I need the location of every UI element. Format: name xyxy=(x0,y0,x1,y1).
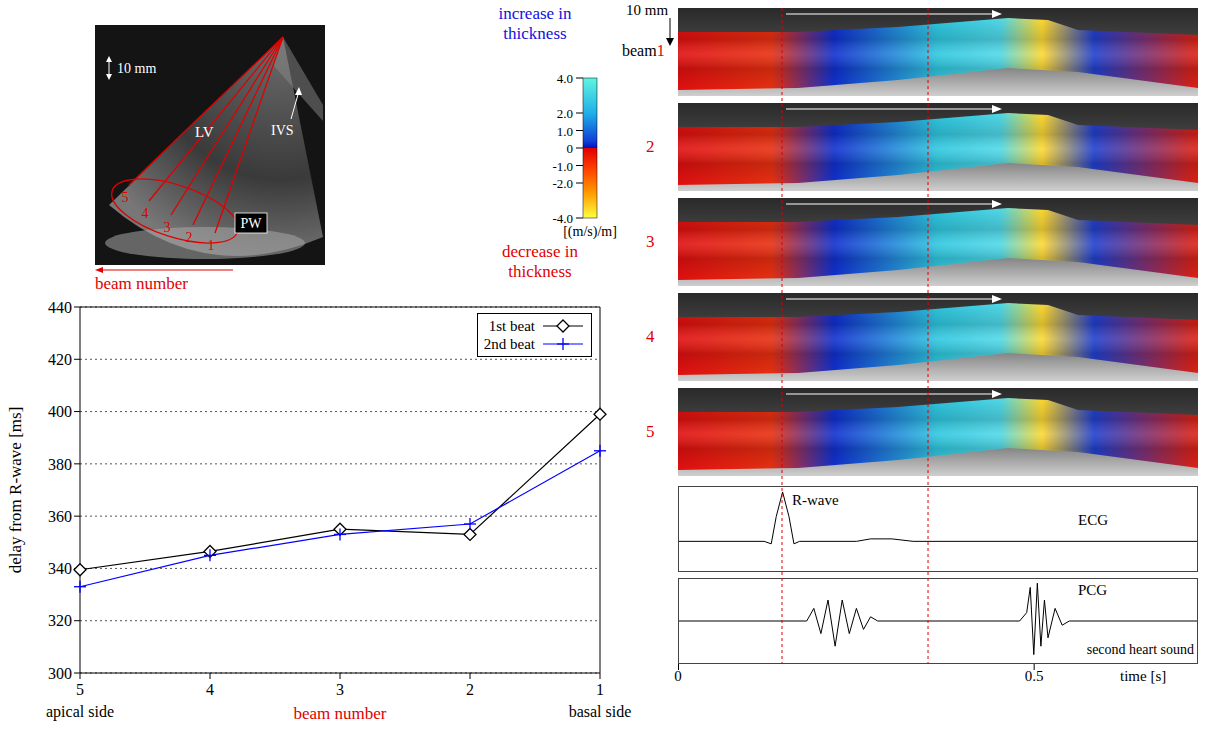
svg-text:5: 5 xyxy=(122,190,129,205)
html-text:5: 5 xyxy=(646,422,655,441)
html-text:2nd beat: 2nd beat xyxy=(483,335,535,352)
svg-text:IVS: IVS xyxy=(271,123,294,138)
svg-text:delay from R-wave [ms]: delay from R-wave [ms] xyxy=(6,407,25,574)
svg-text:1: 1 xyxy=(596,681,604,698)
html-text:ECG: ECG xyxy=(1078,512,1108,528)
html-text:PCG: PCG xyxy=(1078,582,1108,598)
svg-text:2.0: 2.0 xyxy=(557,106,573,121)
html-text:increase in thickness: increase in thickness xyxy=(498,4,572,43)
html-text:decrease in thickness: decrease in thickness xyxy=(502,242,578,281)
html-text:second heart sound: second heart sound xyxy=(1086,642,1194,657)
svg-text:3: 3 xyxy=(336,681,344,698)
svg-text:-1.0: -1.0 xyxy=(552,159,573,174)
svg-text:440: 440 xyxy=(48,299,72,316)
svg-text:10 mm: 10 mm xyxy=(117,61,156,76)
svg-text:360: 360 xyxy=(48,508,72,525)
svg-text:1.0: 1.0 xyxy=(557,124,573,139)
svg-text:2: 2 xyxy=(186,230,193,245)
html-text:time [s]: time [s] xyxy=(1120,668,1167,684)
html-text:0: 0 xyxy=(674,668,682,684)
html-text:3: 3 xyxy=(646,232,655,251)
svg-text:1: 1 xyxy=(208,238,215,253)
svg-text:5: 5 xyxy=(76,681,84,698)
svg-text:300: 300 xyxy=(48,665,72,682)
svg-text:PW: PW xyxy=(241,216,263,231)
svg-text:4.0: 4.0 xyxy=(557,71,573,86)
svg-text:[(m/s)/m]: [(m/s)/m] xyxy=(563,224,617,240)
html-text:beam 1: beam 1 xyxy=(622,42,665,59)
svg-text:apical side: apical side xyxy=(46,703,114,721)
html-text:R-wave: R-wave xyxy=(792,492,839,508)
svg-text:4: 4 xyxy=(206,681,214,698)
svg-text:-2.0: -2.0 xyxy=(552,176,573,191)
svg-text:420: 420 xyxy=(48,351,72,368)
svg-text:3: 3 xyxy=(164,220,171,235)
html-text:10 mm: 10 mm xyxy=(626,2,669,18)
svg-text:beam number: beam number xyxy=(294,704,387,723)
svg-text:4: 4 xyxy=(142,206,149,221)
svg-text:2: 2 xyxy=(466,681,474,698)
html-text:2: 2 xyxy=(646,137,655,156)
svg-text:320: 320 xyxy=(48,612,72,629)
html-text:0.5: 0.5 xyxy=(1024,668,1044,684)
svg-text:basal side: basal side xyxy=(569,703,632,720)
html-text:beam number: beam number xyxy=(95,274,188,293)
svg-text:400: 400 xyxy=(48,403,72,420)
svg-text:-4.0: -4.0 xyxy=(552,211,573,226)
svg-text:0: 0 xyxy=(567,141,574,156)
svg-text:380: 380 xyxy=(48,456,72,473)
svg-text:340: 340 xyxy=(48,560,72,577)
svg-text:LV: LV xyxy=(195,124,214,140)
html-text:1st beat: 1st beat xyxy=(488,317,535,334)
html-text:4: 4 xyxy=(646,327,655,346)
